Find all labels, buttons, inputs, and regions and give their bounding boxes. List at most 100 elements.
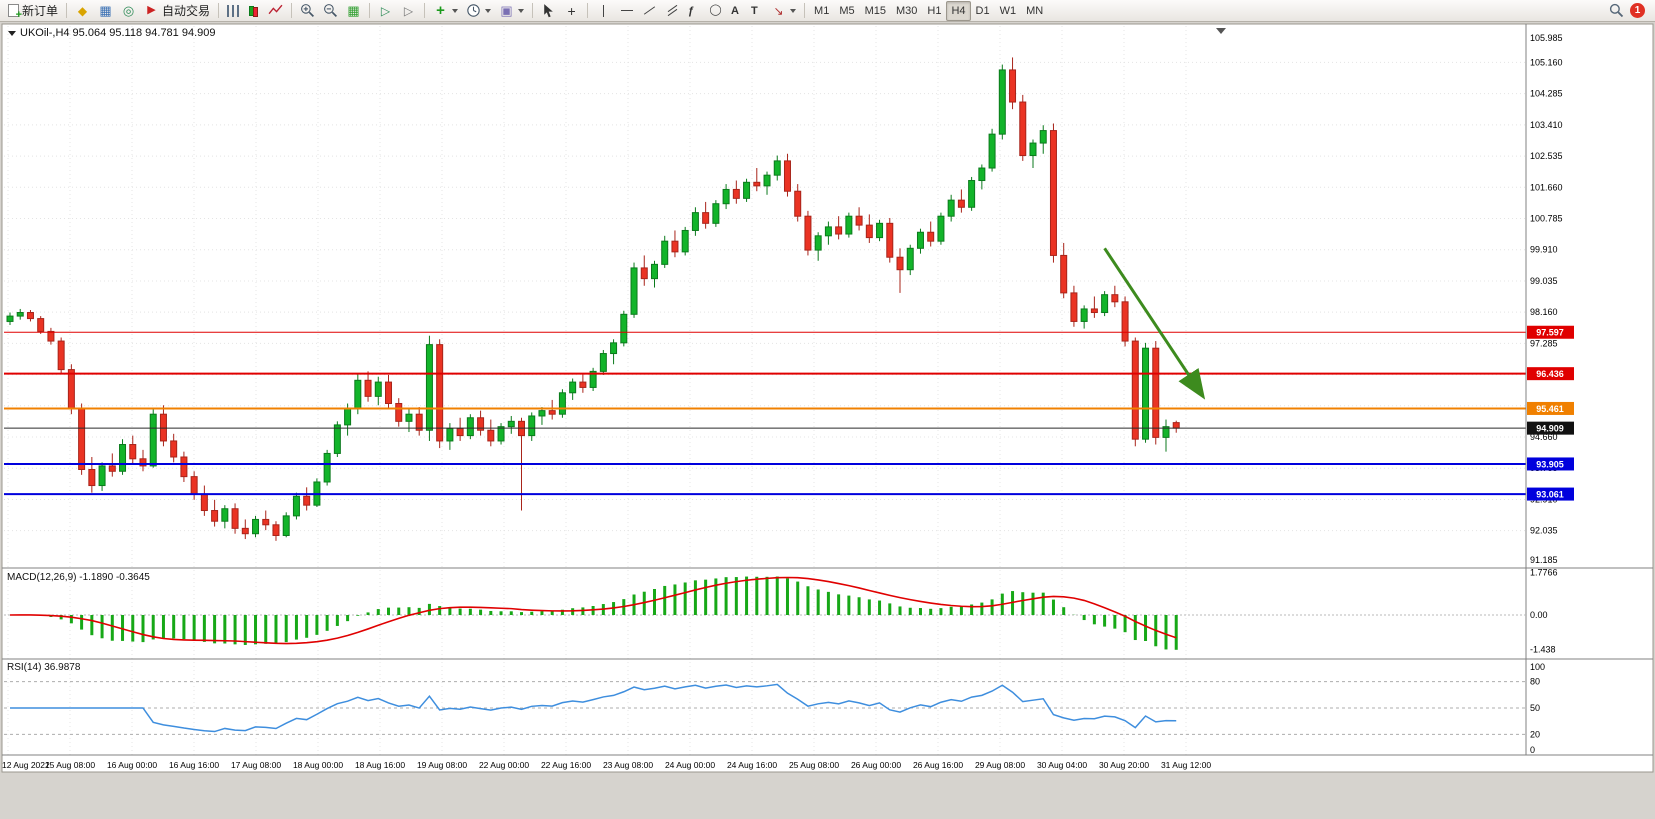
toolbar-separator — [532, 3, 534, 18]
shapes-icon — [708, 3, 723, 18]
market-watch-button[interactable] — [71, 1, 94, 21]
arrows-tool-button[interactable] — [767, 1, 800, 21]
time-label: 26 Aug 00:00 — [851, 760, 901, 770]
trend-arrow[interactable] — [1103, 247, 1206, 400]
price-tag — [1527, 401, 1574, 415]
fibonacci-button[interactable]: ƒ — [684, 1, 704, 21]
toolbar-separator — [66, 3, 68, 18]
macd-axis-label: 0.00 — [1530, 610, 1548, 620]
chart-canvas[interactable]: 94.66095.53596.41097.28598.16099.03599.9… — [0, 22, 1655, 774]
auto-scroll-button[interactable] — [374, 1, 397, 21]
cursor-button[interactable] — [537, 1, 560, 21]
channel-icon — [665, 3, 680, 18]
time-label: 25 Aug 08:00 — [789, 760, 839, 770]
axis-label: 105.160 — [1530, 57, 1563, 67]
timeframe-m15-button[interactable]: M15 — [860, 1, 891, 21]
navigator-button[interactable] — [117, 1, 140, 21]
time-label: 31 Aug 12:00 — [1161, 760, 1211, 770]
crosshair-icon — [564, 3, 579, 18]
axis-label: 92.035 — [1530, 526, 1558, 536]
svg-text:95.461: 95.461 — [1536, 404, 1564, 414]
rsi-axis-label: 50 — [1530, 703, 1540, 713]
timeframe-m30-button[interactable]: M30 — [891, 1, 922, 21]
periods-button[interactable] — [462, 1, 495, 21]
navigator-icon — [121, 3, 136, 18]
chevron-down-icon — [452, 8, 459, 13]
axis-label: 102.535 — [1530, 151, 1563, 161]
price-tag — [1527, 421, 1574, 435]
time-label: 22 Aug 00:00 — [479, 760, 529, 770]
vertical-line-button[interactable] — [592, 1, 615, 21]
time-label: 24 Aug 00:00 — [665, 760, 715, 770]
axis-label: 100.785 — [1530, 214, 1563, 224]
cursor-icon — [544, 4, 553, 18]
time-label: 18 Aug 00:00 — [293, 760, 343, 770]
candlestick-chart-icon — [247, 4, 260, 17]
axis-label: 97.285 — [1530, 338, 1558, 348]
horizontal-line-button[interactable] — [615, 1, 638, 21]
text-button[interactable]: A — [727, 1, 747, 21]
timeframe-h1-button[interactable]: H1 — [922, 1, 946, 21]
time-label: 16 Aug 16:00 — [169, 760, 219, 770]
candlestick-chart-button[interactable] — [243, 1, 264, 21]
timeframe-h4-button[interactable]: H4 — [946, 0, 971, 21]
chevron-down-icon — [790, 8, 797, 13]
timeframe-d1-button[interactable]: D1 — [971, 1, 995, 21]
time-label: 12 Aug 2022 — [2, 760, 50, 770]
one-click-trading-toggle[interactable] — [8, 30, 16, 36]
bars-chart-icon — [227, 4, 240, 17]
templates-button[interactable] — [495, 1, 528, 21]
chart-shift-button[interactable] — [397, 1, 420, 21]
auto-scroll-icon — [378, 3, 393, 18]
time-label: 23 Aug 08:00 — [603, 760, 653, 770]
autotrading-button[interactable]: 自动交易 — [140, 1, 214, 21]
channel-button[interactable] — [661, 1, 684, 21]
shapes-button[interactable] — [704, 1, 727, 21]
tile-windows-button[interactable] — [342, 1, 365, 21]
chart-shift-marker[interactable] — [1216, 28, 1226, 34]
macd-axis-label: 1.7766 — [1530, 567, 1558, 577]
axis-label: 91.185 — [1530, 555, 1558, 565]
new-order-button[interactable]: 新订单 — [4, 1, 62, 21]
label-button[interactable]: T — [747, 1, 767, 21]
macd-panel: 1.7766 0.00 -1.438 — [4, 567, 1558, 655]
chart-shift-icon — [401, 3, 416, 18]
indicators-plus-icon — [433, 3, 448, 18]
time-label: 29 Aug 08:00 — [975, 760, 1025, 770]
timeframe-m5-button[interactable]: M5 — [834, 1, 859, 21]
time-label: 17 Aug 08:00 — [231, 760, 281, 770]
svg-text:97.597: 97.597 — [1536, 328, 1564, 338]
new-order-icon — [8, 4, 22, 21]
rsi-axis-label: 0 — [1530, 745, 1535, 755]
template-icon — [499, 3, 514, 18]
line-chart-button[interactable] — [264, 1, 287, 21]
data-window-button[interactable] — [94, 1, 117, 21]
search-icon[interactable] — [1609, 3, 1624, 18]
zoom-out-icon — [324, 4, 338, 17]
crosshair-button[interactable] — [560, 1, 583, 21]
trendline-icon — [642, 3, 657, 18]
autotrading-label: 自动交易 — [162, 4, 211, 18]
hlines-layer[interactable] — [4, 331, 1526, 496]
bars-chart-button[interactable] — [223, 1, 243, 21]
zoom-out-button[interactable] — [319, 1, 342, 21]
toolbar-right-cluster: 1 — [1609, 3, 1651, 18]
text-icon: A — [731, 4, 739, 17]
data-window-icon — [98, 3, 113, 18]
notification-badge[interactable]: 1 — [1630, 3, 1645, 18]
indicators-button[interactable] — [429, 1, 462, 21]
price-tag — [1527, 325, 1574, 339]
timeframe-mn-button[interactable]: MN — [1021, 1, 1048, 21]
svg-text:96.436: 96.436 — [1536, 369, 1564, 379]
macd-signal-line — [9, 576, 1177, 645]
timeframe-m1-button[interactable]: M1 — [809, 1, 834, 21]
zoom-in-button[interactable] — [296, 1, 319, 21]
macd-axis-label: -1.438 — [1530, 645, 1556, 655]
axis-label: 99.035 — [1530, 276, 1558, 286]
axis-label: 99.910 — [1530, 245, 1558, 255]
trendline-button[interactable] — [638, 1, 661, 21]
toolbar-separator — [587, 3, 589, 18]
timeframe-w1-button[interactable]: W1 — [995, 1, 1022, 21]
toolbar-separator — [369, 3, 371, 18]
new-order-label: 新订单 — [22, 4, 59, 18]
